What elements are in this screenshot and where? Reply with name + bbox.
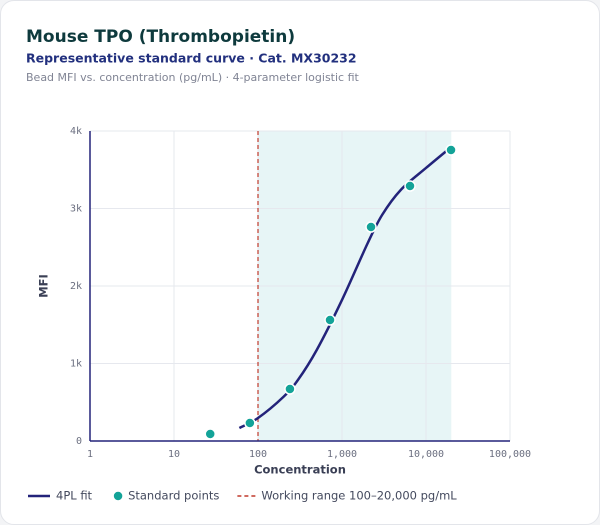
x-tick-label: 10 — [168, 449, 180, 460]
standard-point — [244, 417, 256, 429]
x-tick-label: 1,000 — [327, 449, 357, 460]
legend-label: Standard points — [128, 489, 219, 503]
chart-subtitle: Representative standard curve · Cat. MX3… — [26, 51, 357, 66]
x-tick-label: 100,000 — [489, 449, 531, 460]
legend-swatch — [112, 490, 124, 502]
standard-point — [324, 314, 336, 326]
y-tick-label: 1k — [70, 359, 82, 370]
legend-label: Working range 100–20,000 pg/mL — [261, 489, 457, 503]
chart-description: Bead MFI vs. concentration (pg/mL) · 4-p… — [26, 71, 360, 84]
y-axis-title: MFI — [37, 274, 51, 298]
standard-point — [445, 144, 457, 156]
chart-title: Mouse TPO (Thrombopietin) — [26, 27, 295, 47]
x-tick-label: 10,000 — [408, 449, 444, 460]
y-tick-label: 0 — [76, 436, 82, 447]
y-tick-label: 2k — [70, 281, 82, 292]
x-axis-title: Concentration — [254, 463, 346, 477]
legend-label: 4PL fit — [56, 489, 93, 503]
y-tick-label: 4k — [70, 126, 82, 137]
y-tick-label: 3k — [70, 204, 82, 215]
standard-point — [404, 180, 416, 192]
x-tick-label: 1 — [87, 449, 93, 460]
x-tick-label: 100 — [249, 449, 267, 460]
standard-point — [284, 383, 296, 395]
standard-point — [204, 428, 216, 440]
standard-point — [365, 221, 377, 233]
